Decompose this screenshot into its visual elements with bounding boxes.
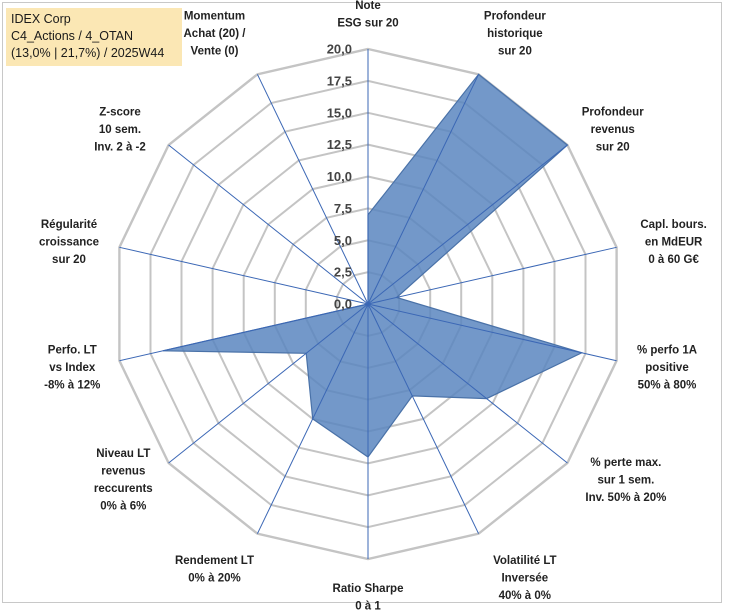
axis-spoke bbox=[367, 303, 568, 464]
tick-label: 17,5 bbox=[327, 73, 352, 88]
info-box: IDEX Corp C4_Actions / 4_OTAN (13,0% | 2… bbox=[6, 8, 182, 66]
axis-spoke bbox=[367, 74, 480, 305]
axis-label: Profondeur historique sur 20 bbox=[484, 10, 546, 57]
company-name: IDEX Corp bbox=[11, 12, 71, 26]
tick-label: 2,5 bbox=[334, 265, 352, 280]
axis-spoke bbox=[367, 246, 617, 305]
tick-label: 15,0 bbox=[327, 105, 352, 120]
axis-label: Ratio Sharpe 0 à 1 bbox=[333, 583, 404, 610]
tick-label: 5,0 bbox=[334, 233, 352, 248]
axis-spoke bbox=[256, 303, 369, 534]
tick-label: 10,0 bbox=[327, 169, 352, 184]
axis-label: Régularité croissance sur 20 bbox=[39, 219, 99, 266]
axis-label: Profondeur revenus sur 20 bbox=[582, 107, 644, 154]
radar-series bbox=[162, 73, 584, 458]
axis-label: Niveau LT revenus reccurents 0% à 6% bbox=[94, 448, 153, 513]
axis-label: Momentum Achat (20) / Vente (0) bbox=[184, 10, 247, 57]
tick-label: 20,0 bbox=[327, 42, 352, 57]
portfolio-name: C4_Actions / 4_OTAN bbox=[11, 29, 134, 43]
axis-label: Note ESG sur 20 bbox=[337, 0, 398, 30]
axis-spoke bbox=[367, 303, 617, 362]
tick-label: 12,5 bbox=[327, 137, 352, 152]
tick-label: 0,0 bbox=[334, 297, 352, 312]
axis-spoke bbox=[256, 74, 369, 305]
axis-label: Rendement LT 0% à 20% bbox=[175, 555, 254, 585]
radar-tick-labels: 0,0 2,5 5,0 7,5 10,0 12,5 15,0 17,5 20,0 bbox=[327, 42, 352, 312]
axis-label: Perfo. LT vs Index -8% à 12% bbox=[44, 344, 100, 391]
axis-label: Volatilité LT Inversée 40% à 0% bbox=[493, 555, 556, 602]
axis-spoke bbox=[168, 144, 369, 305]
tick-label: 7,5 bbox=[334, 201, 352, 216]
axis-spoke bbox=[168, 303, 369, 464]
axis-spoke bbox=[367, 303, 480, 534]
radar-spokes bbox=[119, 49, 617, 559]
axis-spoke bbox=[119, 303, 369, 362]
axis-label: % perfo 1A positive 50% à 80% bbox=[637, 344, 697, 391]
series-area bbox=[162, 73, 584, 458]
axis-label: Z-score 10 sem. Inv. 2 à -2 bbox=[94, 107, 146, 154]
axis-spoke bbox=[367, 144, 568, 305]
radar-axis-labels: Note ESG sur 20 Profondeur historique sur 20… bbox=[39, 0, 707, 610]
axis-label: % perte max. sur 1 sem. Inv. 50% à 20% bbox=[585, 457, 666, 504]
axis-label: Capl. bours. en MdEUR 0 à 60 G€ bbox=[640, 219, 706, 266]
performance-stats: (13,0% | 21,7%) / 2025W44 bbox=[11, 46, 165, 60]
axis-spoke bbox=[119, 246, 369, 305]
